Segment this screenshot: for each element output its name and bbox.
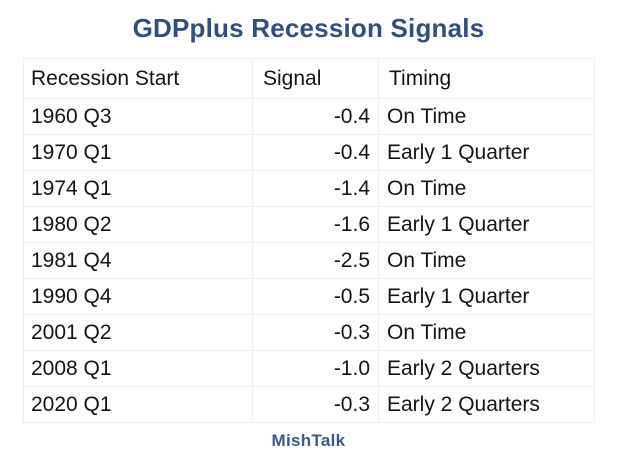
cell-signal-value: -0.4 bbox=[252, 134, 379, 171]
cell-timing-label: On Time bbox=[378, 170, 595, 207]
cell-signal-value: -0.3 bbox=[252, 386, 379, 423]
cell-recession-start: 1970 Q1 bbox=[23, 134, 253, 171]
cell-timing-label: Early 1 Quarter bbox=[378, 278, 595, 315]
table-header-row: Recession Start Signal Timing bbox=[23, 58, 595, 99]
cell-timing-label: Early 2 Quarters bbox=[378, 386, 595, 423]
table-row: 2020 Q1 -0.3 Early 2 Quarters bbox=[23, 386, 595, 423]
table-body: 1960 Q3 -0.4 On Time 1970 Q1 -0.4 Early 1 Qua… bbox=[23, 98, 595, 423]
table-row: 1990 Q4 -0.5 Early 1 Quarter bbox=[23, 278, 595, 315]
table-row: 2001 Q2 -0.3 On Time bbox=[23, 314, 595, 351]
cell-signal-value: -0.5 bbox=[252, 278, 379, 315]
table-row: 1974 Q1 -1.4 On Time bbox=[23, 170, 595, 207]
table-row: 1960 Q3 -0.4 On Time bbox=[23, 98, 595, 135]
cell-signal-value: -1.4 bbox=[252, 170, 379, 207]
cell-signal-value: -1.0 bbox=[252, 350, 379, 387]
cell-recession-start: 1990 Q4 bbox=[23, 278, 253, 315]
cell-timing-label: On Time bbox=[378, 314, 595, 351]
table-row: 1970 Q1 -0.4 Early 1 Quarter bbox=[23, 134, 595, 171]
cell-timing-label: Early 1 Quarter bbox=[378, 206, 595, 243]
column-header-recession-start: Recession Start bbox=[23, 58, 253, 99]
table-header: Recession Start Signal Timing bbox=[23, 58, 595, 99]
cell-signal-value: -1.6 bbox=[252, 206, 379, 243]
cell-timing-label: Early 2 Quarters bbox=[378, 350, 595, 387]
table-row: 1981 Q4 -2.5 On Time bbox=[23, 242, 595, 279]
table-row: 1980 Q2 -1.6 Early 1 Quarter bbox=[23, 206, 595, 243]
page-title: GDPplus Recession Signals bbox=[132, 13, 485, 43]
cell-recession-start: 2001 Q2 bbox=[23, 314, 253, 351]
cell-timing-label: Early 1 Quarter bbox=[378, 134, 595, 171]
cell-recession-start: 1980 Q2 bbox=[23, 206, 253, 243]
cell-recession-start: 1960 Q3 bbox=[23, 98, 253, 135]
cell-timing-label: On Time bbox=[378, 98, 595, 135]
cell-signal-value: -0.3 bbox=[252, 314, 379, 351]
recession-signals-table: Recession Start Signal Timing 1960 Q3 -0.… bbox=[23, 58, 595, 423]
brand-watermark: MishTalk bbox=[271, 431, 346, 450]
column-header-signal: Signal bbox=[252, 58, 379, 99]
cell-signal-value: -2.5 bbox=[252, 242, 379, 279]
cell-timing-label: On Time bbox=[378, 242, 595, 279]
cell-recession-start: 1974 Q1 bbox=[23, 170, 253, 207]
cell-recession-start: 2020 Q1 bbox=[23, 386, 253, 423]
table-row: 2008 Q1 -1.0 Early 2 Quarters bbox=[23, 350, 595, 387]
cell-recession-start: 2008 Q1 bbox=[23, 350, 253, 387]
signals-table-container: Recession Start Signal Timing 1960 Q3 -0.… bbox=[23, 58, 595, 423]
cell-signal-value: -0.4 bbox=[252, 98, 379, 135]
cell-recession-start: 1981 Q4 bbox=[23, 242, 253, 279]
column-header-timing: Timing bbox=[378, 58, 595, 99]
